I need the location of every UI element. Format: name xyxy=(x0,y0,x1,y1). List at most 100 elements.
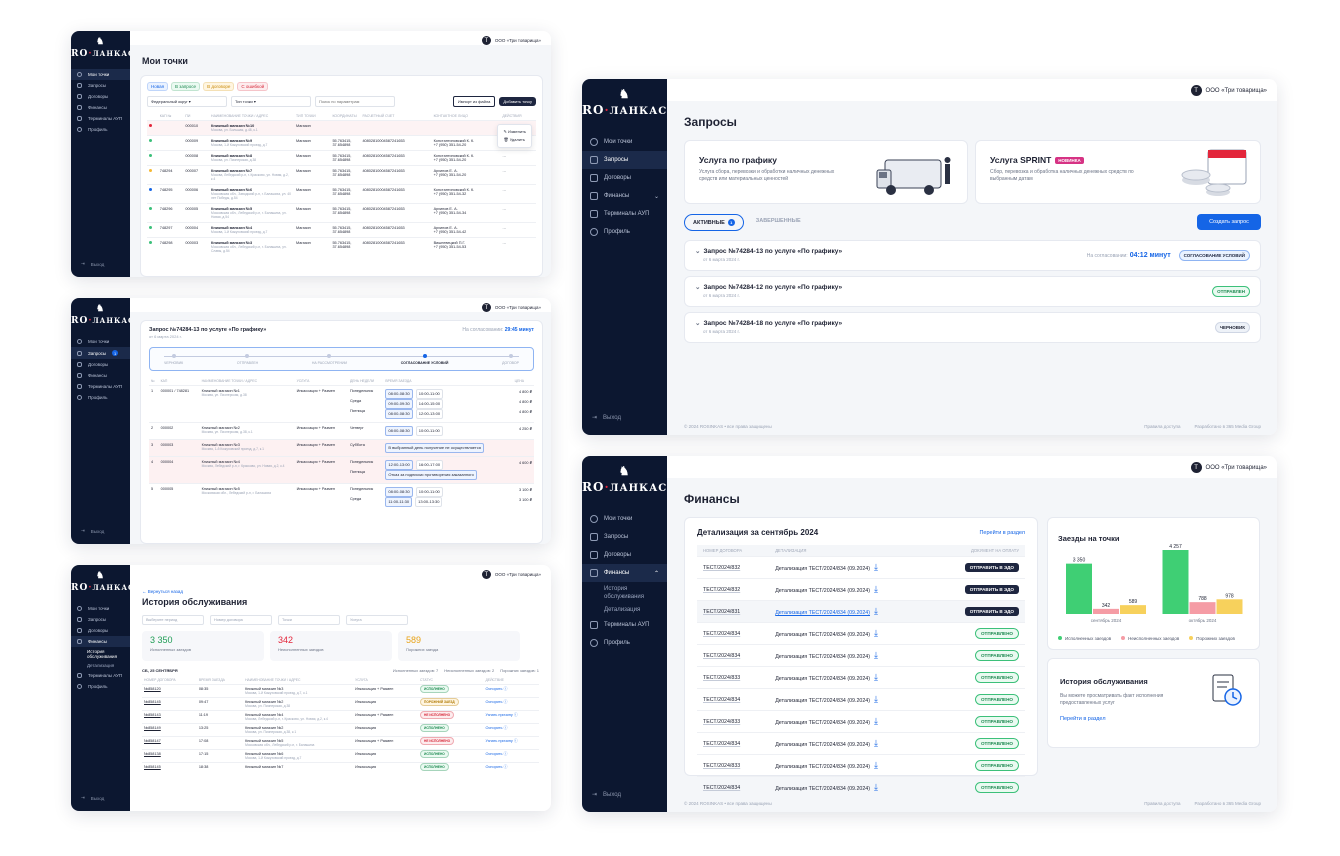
contract-number[interactable]: ТЕСТ/2024/833 xyxy=(703,718,741,725)
more-icon[interactable]: ⋯ xyxy=(502,227,507,231)
access-rules-link[interactable]: Правила доступа xyxy=(1144,801,1181,806)
create-request-button[interactable]: Создать запрос xyxy=(1197,214,1261,230)
table-row[interactable]: 748295 000006 Книжный магазин №6 Московская… xyxy=(147,184,536,204)
sidebar-item-requests[interactable]: Запросы xyxy=(71,614,130,625)
company-switcher[interactable]: T ООО «Три товарища» xyxy=(481,36,541,45)
table-row[interactable]: 748294 000007 Книжный магазин №7 Москва, Ле… xyxy=(147,165,536,185)
table-row[interactable]: ТЕСТ/2024/833 Детализация ТЕСТ/2024/834 (… xyxy=(697,754,1025,777)
sidebar-item-requests[interactable]: Запросы 1 xyxy=(71,347,130,359)
table-row[interactable]: 000010 Книжный магазин №10 Москва, ул. Бол… xyxy=(147,120,536,136)
download-icon[interactable]: ⤓ xyxy=(874,650,878,660)
table-row[interactable]: ТЕСТ/2024/834 Детализация ТЕСТ/2024/834 (… xyxy=(697,644,1025,667)
time-slot[interactable]: 08:00-08:30 xyxy=(385,409,413,419)
table-row[interactable]: 000009 Книжный магазин №9 Москва, 1-й Кожу… xyxy=(147,135,536,151)
table-row[interactable]: 1 000001 / 748281 Книжный магазин №1 Москва… xyxy=(149,385,534,423)
sidebar-item-requests[interactable]: Запросы xyxy=(582,151,667,169)
time-slot[interactable]: 09:00-09:30 xyxy=(385,399,413,409)
table-row[interactable]: 5 000005 Книжный магазин №5 Московская обл.… xyxy=(149,483,534,511)
table-row[interactable]: №858145 18:38 Книжный магазин №7 Инкассация… xyxy=(142,762,539,773)
contract-number[interactable]: №858120 xyxy=(144,687,161,691)
sidebar-item-finance[interactable]: Финансы ⌄ xyxy=(582,187,667,205)
action-link[interactable]: Оспорить ⓘ xyxy=(485,765,508,769)
sidebar-item-terminals[interactable]: Терминалы АУП xyxy=(582,616,667,634)
time-slot[interactable]: 10:00-11:00 xyxy=(415,426,443,436)
table-row[interactable]: №858143 11:19 Книжный магазин №4 Москва, Ле… xyxy=(142,710,539,724)
detail-link[interactable]: Детализация ТЕСТ/2024/834 (09.2024) xyxy=(775,764,871,770)
detail-link[interactable]: Детализация ТЕСТ/2024/834 (09.2024) xyxy=(775,676,871,682)
sidebar-item-requests[interactable]: Запросы xyxy=(71,80,130,91)
download-icon[interactable]: ⤓ xyxy=(874,782,878,792)
company-switcher[interactable]: T ООО «Три товарища» xyxy=(481,303,541,312)
sidebar-item-profile[interactable]: Профиль xyxy=(71,392,130,403)
exit-link[interactable]: ⇥ Выход xyxy=(592,791,621,799)
table-row[interactable]: ТЕСТ/2024/832 Детализация ТЕСТ/2024/834 (… xyxy=(697,578,1025,601)
time-slot[interactable]: 08:00-08:30 xyxy=(385,426,413,436)
detail-link[interactable]: Детализация ТЕСТ/2024/834 (09.2024) xyxy=(775,566,871,572)
table-row[interactable]: ТЕСТ/2024/834 Детализация ТЕСТ/2024/834 (… xyxy=(697,732,1025,755)
table-row[interactable]: 4 000004 Книжный магазин №4 Москва, Лебедск… xyxy=(149,456,534,484)
download-icon[interactable]: ⤓ xyxy=(874,606,878,616)
contract-number[interactable]: ТЕСТ/2024/832 xyxy=(703,564,741,571)
time-slot[interactable]: 11:00-11:30 xyxy=(385,497,413,507)
request-item[interactable]: ⌄ Запрос №74284-18 по услуге «По графику»… xyxy=(684,312,1261,343)
status-filter-chip[interactable]: С ошибкой xyxy=(237,82,269,91)
tab-completed[interactable]: ЗАВЕРШЕННЫЕ xyxy=(755,218,801,224)
edit-menu-item[interactable]: ✎ Изменить xyxy=(503,129,526,134)
contract-number[interactable]: ТЕСТ/2024/831 xyxy=(703,608,741,615)
table-row[interactable]: №858147 17:08 Книжный магазин №5 Московская… xyxy=(142,736,539,750)
chevron-down-icon[interactable]: ⌄ xyxy=(695,248,701,255)
status-filter-chip[interactable]: В договоре xyxy=(203,82,235,91)
detail-link[interactable]: Перейти в раздел xyxy=(979,529,1025,536)
time-slot[interactable]: 08:00-08:30 xyxy=(385,487,413,497)
download-icon[interactable]: ⤓ xyxy=(874,562,878,572)
status-filter-chip[interactable]: В запросе xyxy=(171,82,201,91)
sidebar-subitem-detail[interactable]: Детализация xyxy=(582,604,667,616)
service-card-schedule[interactable]: Услуга по графику Услуга сбора, перевозк… xyxy=(684,140,968,204)
request-item[interactable]: ⌄ Запрос №74284-12 по услуге «По графику»… xyxy=(684,276,1261,307)
sidebar-item-finance[interactable]: Финансы xyxy=(71,370,130,381)
download-icon[interactable]: ⤓ xyxy=(874,628,878,638)
exit-link[interactable]: ⇥ Выход xyxy=(592,414,621,422)
detail-link[interactable]: Детализация ТЕСТ/2024/834 (09.2024) xyxy=(775,742,871,748)
more-icon[interactable]: ⋯ xyxy=(502,155,507,159)
chevron-down-icon[interactable]: ⌄ xyxy=(695,284,701,291)
sidebar-item-terminals[interactable]: Терминалы АУП xyxy=(71,381,130,392)
sidebar-item-contracts[interactable]: Договоры xyxy=(582,169,667,187)
table-row[interactable]: ТЕСТ/2024/831 Детализация ТЕСТ/2024/834 (… xyxy=(697,600,1025,623)
table-row[interactable]: 748298 000003 Книжный магазин №3 Московская… xyxy=(147,237,536,257)
sidebar-subitem-history[interactable]: История обслуживания xyxy=(71,647,130,661)
sidebar-item-points[interactable]: Мои точки xyxy=(71,603,130,614)
contract-number[interactable]: ТЕСТ/2024/834 xyxy=(703,784,741,791)
filter-select[interactable]: Выберите период xyxy=(142,615,204,625)
detail-link[interactable]: Детализация ТЕСТ/2024/834 (09.2024) xyxy=(775,786,871,792)
contract-number[interactable]: ТЕСТ/2024/834 xyxy=(703,630,741,637)
exit-link[interactable]: ⇥ Выход xyxy=(81,261,104,267)
request-item[interactable]: ⌄ Запрос №74284-13 по услуге «По графику»… xyxy=(684,240,1261,271)
download-icon[interactable]: ⤓ xyxy=(874,694,878,704)
delete-menu-item[interactable]: 🗑 Удалить xyxy=(503,137,525,142)
sidebar-item-points[interactable]: Мои точки xyxy=(71,336,130,347)
filter-select[interactable]: Точки xyxy=(278,615,340,625)
sidebar-item-points[interactable]: Мои точки xyxy=(582,133,667,151)
sidebar-item-contracts[interactable]: Договоры xyxy=(71,91,130,102)
more-icon[interactable]: ⋯ xyxy=(502,170,507,174)
filter-select[interactable]: Услуга xyxy=(346,615,408,625)
add-point-button[interactable]: Добавить точку xyxy=(499,97,536,106)
download-icon[interactable]: ⤓ xyxy=(874,584,878,594)
contract-number[interactable]: ТЕСТ/2024/832 xyxy=(703,586,741,593)
back-link[interactable]: ← Вернуться назад xyxy=(142,589,183,594)
table-row[interactable]: ТЕСТ/2024/834 Детализация ТЕСТ/2024/834 (… xyxy=(697,622,1025,645)
access-rules-link[interactable]: Правила доступа xyxy=(1144,424,1181,429)
action-link[interactable]: Оспорить ⓘ xyxy=(485,687,508,691)
contract-number[interactable]: ТЕСТ/2024/834 xyxy=(703,740,741,747)
table-row[interactable]: 748296 000005 Книжный магазин №5 Московская… xyxy=(147,203,536,223)
tab-active[interactable]: АКТИВНЫЕ 1 xyxy=(684,214,744,231)
send-edo-button[interactable]: ОТПРАВИТЬ В ЭДО xyxy=(964,563,1019,572)
time-slot[interactable]: 16:00-17:00 xyxy=(415,460,444,470)
action-link[interactable]: Оспорить ⓘ xyxy=(485,726,508,730)
download-icon[interactable]: ⤓ xyxy=(874,672,878,682)
send-edo-button[interactable]: ОТПРАВИТЬ В ЭДО xyxy=(964,607,1019,616)
contract-number[interactable]: ТЕСТ/2024/834 xyxy=(703,652,741,659)
table-row[interactable]: 748297 000004 Книжный магазин №4 Москва, 1-… xyxy=(147,222,536,238)
table-row[interactable]: ТЕСТ/2024/833 Детализация ТЕСТ/2024/834 (… xyxy=(697,666,1025,689)
